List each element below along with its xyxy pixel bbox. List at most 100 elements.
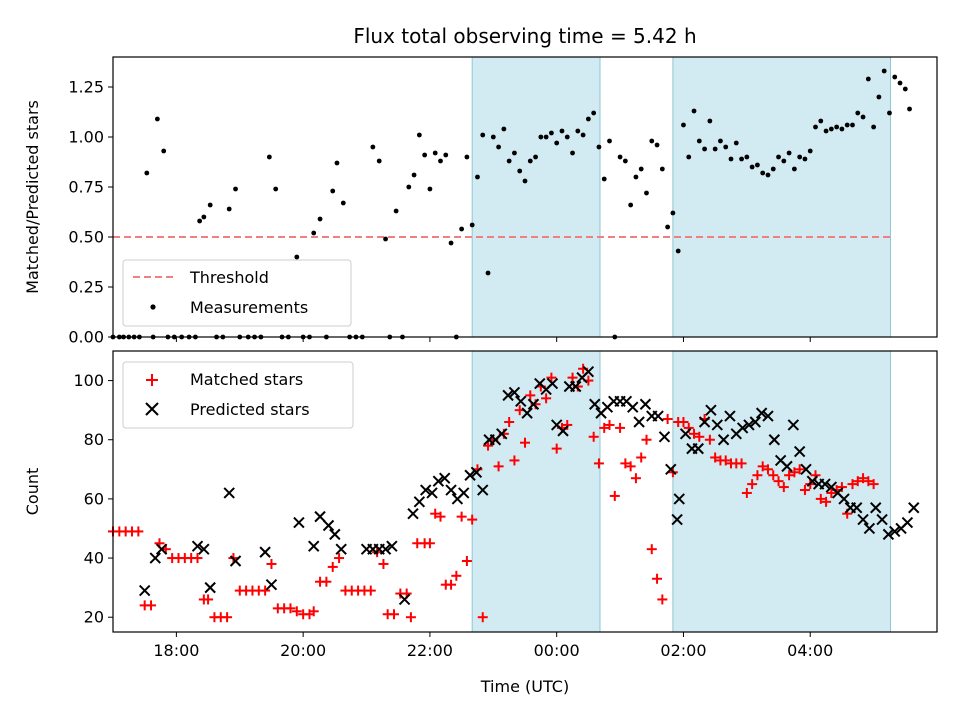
measurement-point: [865, 76, 871, 82]
top-axes-frame: [112, 56, 938, 338]
predicted-star-point: [293, 516, 305, 529]
measurement-point: [144, 170, 150, 176]
predicted-star-point: [633, 416, 645, 428]
measurement-point: [644, 190, 649, 196]
x-tick-label: 20:00: [280, 641, 326, 660]
matched-star-point: [504, 416, 515, 427]
measurement-point: [818, 118, 824, 124]
predicted-star-point: [582, 365, 595, 378]
measurement-point: [707, 118, 713, 124]
predicted-star-point: [698, 416, 711, 428]
chart-title: Flux total observing time = 5.42 h: [353, 24, 696, 48]
top-y-axis-label: Matched/Predicted stars: [23, 100, 42, 294]
x-tick-label: 04:00: [787, 641, 833, 660]
measurement-point: [416, 132, 422, 138]
measurement-point: [549, 130, 554, 136]
x-tick-label: 00:00: [534, 641, 580, 660]
bottom-axes-frame: [112, 350, 938, 633]
predicted-star-point: [819, 478, 831, 490]
matched-star-point: [599, 422, 610, 433]
predicted-star-point: [692, 442, 704, 455]
observing-span-1: [471, 350, 601, 633]
measurement-point: [850, 122, 855, 128]
bottom-y-axis-label: Count: [23, 468, 42, 516]
predicted-star-point: [589, 398, 601, 410]
measurement-point: [580, 132, 586, 138]
matched-star-point: [736, 458, 747, 469]
matched-star-point: [609, 490, 620, 501]
measurement-point: [823, 128, 829, 134]
matched-star-point: [657, 594, 668, 605]
measurement-point: [702, 146, 707, 152]
matched-star-point: [694, 431, 705, 442]
predicted-star-point: [138, 584, 151, 597]
measurement-point: [522, 178, 528, 184]
matched-star-point: [641, 434, 652, 445]
measurement-point: [334, 160, 340, 166]
legend-matched-swatch: [146, 374, 158, 386]
measurement-point: [543, 134, 549, 140]
matched-star-point: [615, 422, 626, 433]
predicted-star-point: [470, 466, 483, 478]
matched-star-point: [757, 461, 768, 472]
measurement-point: [459, 226, 465, 232]
matched-star-point: [815, 493, 826, 504]
measurement-point: [207, 202, 213, 208]
predicted-star-point: [413, 496, 426, 508]
measurement-point: [749, 164, 755, 170]
predicted-star-point: [557, 425, 569, 437]
legend-matched-label: Matched stars: [190, 370, 303, 389]
matched-star-point: [203, 594, 214, 605]
measurement-point: [839, 126, 845, 132]
measurement-point: [266, 154, 272, 160]
predicted-star-point: [787, 419, 800, 431]
predicted-star-point: [502, 389, 514, 402]
measurement-point: [686, 154, 692, 160]
measurement-point: [638, 166, 644, 172]
measurement-point: [712, 146, 718, 152]
predicted-star-point: [781, 460, 793, 473]
matched-star-point: [146, 600, 157, 611]
measurement-point: [570, 150, 575, 156]
measurement-point: [897, 80, 903, 86]
predicted-star-point: [882, 528, 895, 541]
measurement-point: [786, 150, 792, 156]
matched-star-point: [646, 544, 657, 555]
matched-star-point: [562, 419, 573, 430]
measurement-point: [406, 184, 412, 190]
ratio-panel: 0.00 0.25 0.50 0.75 1.00 1.25 Matched/Predict…: [23, 56, 938, 347]
measurement-point: [197, 218, 203, 224]
measurement-point: [871, 124, 877, 130]
measurement-point: [533, 154, 538, 160]
matched-star-point: [826, 487, 837, 498]
measurement-point: [485, 270, 491, 276]
predicted-star-point: [743, 419, 755, 431]
predicted-star-point: [889, 525, 901, 538]
matched-star-point: [551, 443, 562, 454]
measurement-point: [154, 116, 160, 122]
measurement-point: [622, 158, 628, 164]
top-legend: Threshold Measurements: [122, 259, 352, 327]
predicted-star-point: [679, 428, 692, 440]
predicted-star-point: [627, 401, 639, 413]
matched-star-point: [784, 470, 795, 481]
measurement-point: [617, 154, 623, 160]
matched-star-point: [868, 479, 879, 490]
measurement-point: [376, 158, 382, 164]
predicted-star-point: [673, 493, 685, 505]
count-points: [108, 363, 920, 623]
matched-star-point: [435, 511, 446, 522]
measurement-point: [432, 150, 438, 156]
predicted-star-point: [671, 513, 683, 526]
matched-star-point: [652, 573, 663, 584]
measurement-point: [649, 138, 655, 144]
measurement-point: [422, 152, 428, 158]
measurement-point: [585, 116, 591, 122]
matched-star-point: [720, 455, 731, 466]
matched-star-point: [266, 558, 277, 569]
measurement-point: [760, 170, 766, 176]
measurement-point: [739, 156, 744, 162]
matched-star-point: [620, 458, 631, 469]
measurement-point: [691, 108, 697, 114]
count-panel: 20 40 60 80 100 18:00 20:00 22:00 00:00 02:00 04:…: [23, 350, 938, 696]
